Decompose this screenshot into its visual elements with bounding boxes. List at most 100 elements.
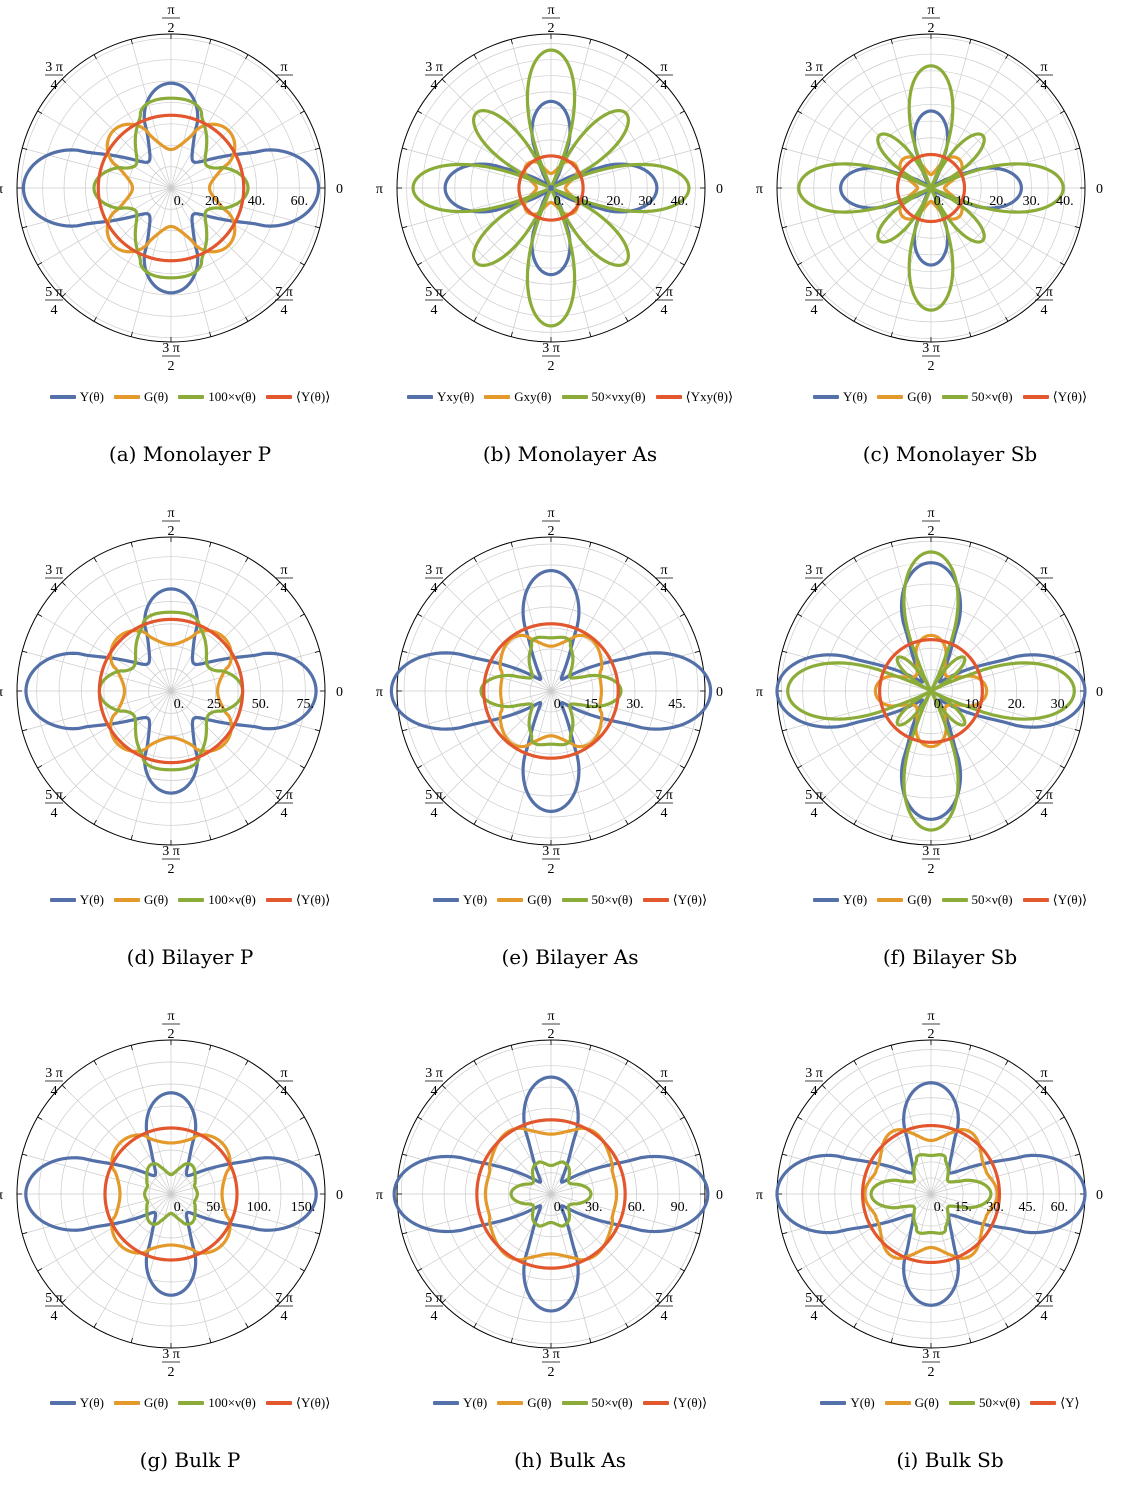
angle-tick: [1005, 819, 1009, 825]
radial-gridline: [890, 39, 932, 189]
radial-gridline: [170, 1060, 249, 1195]
angle-tick: [782, 147, 788, 150]
angle-tick: [473, 557, 477, 563]
angle-label-pi: π: [0, 1188, 3, 1203]
angle-label-5pi-quarter-numerator: 5 π: [425, 285, 443, 300]
legend-swatch: [877, 395, 904, 399]
legend-label: G(θ): [527, 892, 552, 907]
radial-tick-label: 0.: [554, 194, 565, 209]
angle-label-7pi-quarter-denominator: 4: [1041, 303, 1048, 318]
legend-label: ⟨Yxy(θ)⟩: [685, 389, 734, 404]
angle-tick: [1005, 1060, 1009, 1066]
circular-gridline: [813, 70, 1049, 306]
angle-label-7pi-quarter: 7 π4: [1035, 285, 1053, 318]
radial-gridline: [37, 690, 172, 769]
angle-tick: [61, 78, 66, 83]
radial-gridline: [170, 581, 281, 692]
angle-label-5pi-quarter: 5 π4: [805, 285, 823, 318]
legend-item: 50×ν(θ): [941, 892, 1013, 908]
angle-label-pi: π: [376, 685, 383, 700]
angle-tick: [61, 796, 66, 801]
circular-gridline: [106, 123, 236, 253]
legend-label: ⟨Y⟩: [1060, 1395, 1080, 1410]
circular-gridline: [534, 171, 568, 205]
chart-legend: Yxy(θ) Gxy(θ) 50×νxy(θ) ⟨Yxy(θ)⟩: [380, 387, 760, 407]
angle-tick: [276, 293, 281, 298]
radial-tick-label: 40.: [671, 194, 689, 209]
radial-tick-label: 20.: [606, 194, 624, 209]
legend-label: Y(θ): [79, 389, 104, 404]
angle-tick: [473, 1322, 477, 1328]
radial-gridline: [170, 690, 320, 732]
circular-gridline: [882, 1145, 980, 1243]
radial-gridline: [550, 690, 700, 732]
angle-tick: [821, 78, 826, 83]
angle-label-7pi-quarter-denominator: 4: [281, 303, 288, 318]
radial-gridline: [37, 613, 172, 692]
angle-label-0: 0: [336, 685, 343, 700]
radial-tick-label: 10.: [965, 697, 983, 712]
angle-tick: [130, 331, 133, 337]
circular-gridline: [830, 87, 1032, 289]
radial-tick-label: 60.: [628, 1200, 646, 1215]
legend-label: 50×ν(θ): [971, 892, 1013, 907]
radial-tick-label: 25.: [207, 697, 225, 712]
circular-gridline: [866, 626, 996, 756]
angle-tick: [441, 78, 446, 83]
legend-item: G(θ): [877, 892, 932, 908]
angle-label-pi-half-numerator: π: [927, 506, 934, 521]
angle-label-5pi-quarter-denominator: 4: [431, 303, 438, 318]
angle-label-3pi-quarter-denominator: 4: [811, 78, 818, 93]
circular-gridline: [486, 123, 616, 253]
chart-legend: Y(θ) G(θ) 50×ν(θ) ⟨Y(θ)⟩: [380, 890, 760, 910]
series-curve: [92, 96, 250, 280]
circular-gridline: [422, 1065, 680, 1323]
angle-tick: [821, 796, 826, 801]
angle-tick: [656, 1084, 661, 1089]
angle-tick: [276, 581, 281, 586]
radial-gridline: [402, 650, 552, 692]
radial-gridline: [170, 1193, 305, 1272]
angle-tick: [694, 147, 700, 150]
circular-gridline: [149, 166, 193, 210]
angle-label-7pi-quarter-numerator: 7 π: [275, 285, 293, 300]
radial-gridline: [170, 1193, 249, 1328]
angle-label-7pi-quarter: 7 π4: [655, 788, 673, 821]
series-curve: [103, 1126, 239, 1262]
angle-label-3pi-half: 3 π2: [922, 341, 940, 374]
legend-label: Y(θ): [79, 892, 104, 907]
radial-tick-label: 30.: [585, 1200, 603, 1215]
panel-caption: (b) Monolayer As: [482, 442, 658, 466]
angle-tick: [797, 765, 803, 769]
angle-tick: [130, 542, 133, 548]
radial-gridline: [930, 147, 1080, 189]
angle-tick: [510, 1045, 513, 1051]
angle-label-5pi-quarter-denominator: 4: [431, 806, 438, 821]
radial-gridline: [61, 581, 172, 692]
legend-label: G(θ): [914, 1395, 939, 1410]
radial-tick-label: 30.: [1023, 194, 1041, 209]
angle-tick: [417, 1268, 423, 1272]
legend-label: Y(θ): [462, 1395, 488, 1410]
angle-label-pi-half-numerator: π: [167, 1009, 174, 1024]
angle-label-pi: π: [0, 182, 3, 197]
angle-tick: [441, 293, 446, 298]
angle-tick: [1059, 1268, 1065, 1272]
series-curve: [863, 1128, 999, 1260]
legend-label: 100×ν(θ): [208, 389, 256, 404]
legend-label: G(θ): [527, 1395, 552, 1410]
angle-tick: [299, 1116, 305, 1120]
angle-tick: [441, 581, 446, 586]
angle-label-pi-quarter: π4: [1035, 1066, 1053, 1099]
circular-gridline: [850, 1113, 1012, 1275]
angle-label-3pi-half-numerator: 3 π: [542, 844, 560, 859]
angle-label-pi-quarter: π4: [275, 60, 293, 93]
circular-gridline: [834, 1097, 1028, 1291]
legend-item: Y(θ): [820, 1395, 875, 1411]
series-curve: [498, 633, 604, 749]
radial-gridline: [170, 78, 281, 189]
legend-swatch: [113, 898, 140, 902]
angle-tick: [37, 1268, 43, 1272]
